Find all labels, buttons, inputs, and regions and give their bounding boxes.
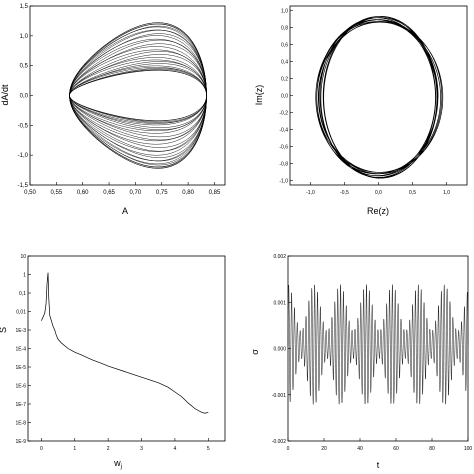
x-tick-label: 0,75 [156,190,168,196]
x-tick-label: 80 [429,446,435,452]
x-tick-label: 5 [207,446,210,452]
complex-x-label: Re(z) [367,206,389,216]
x-tick-label: 1,0 [443,190,450,196]
panel-phase-portrait: 0,50 0,55 0,60 0,65 0,70 0,75 0,80 0,85 -1,5-1,… [0,4,226,216]
x-tick-label: 3 [140,446,143,452]
complex-trajectory-line [315,16,444,179]
phase-trajectory-line [69,22,207,169]
y-tick-label: -1,0 [18,153,29,159]
y-tick-label: 1,0 [20,34,29,40]
signal-line [287,284,469,405]
x-tick-label: 0,0 [375,190,382,196]
phase-y-ticks: -1,5 -1,0 -0,5 0,0 0,5 1,0 1,5 [18,4,33,189]
y-tick-label: 0.002 [273,254,286,260]
complex-y-label: Im(z) [254,85,264,106]
signal-y-label: σ [250,349,260,355]
y-tick-label: 1E-3 [15,328,26,334]
x-tick-label: -0,5 [340,190,349,196]
y-tick-label: 0,0 [20,94,29,100]
x-tick-label: 4 [174,446,177,452]
phase-plot-frame [29,5,226,186]
y-tick-label: 0,6 [281,42,288,48]
phase-x-ticks: 0,50 0,55 0,60 0,65 0,70 0,75 0,80 0,85 [24,182,221,196]
x-tick-label: 0,60 [77,190,89,196]
spectrum-x-ticks: 0 1 2 3 4 5 [40,438,210,452]
x-tick-label: 60 [393,446,399,452]
y-tick-label: -0,8 [279,162,288,168]
y-tick-label: 1E-5 [15,365,26,371]
spectrum-plot-frame [27,255,226,442]
panel-signal: 0 20 40 60 80 100 -0.002 -0.001 0.000 0.001 0.002… [250,254,472,470]
signal-y-ticks: -0.002 -0.001 0.000 0.001 0.002 [272,254,291,445]
y-tick-label: 0.001 [273,300,286,306]
y-tick-label: -1,5 [18,183,29,189]
spectrum-y-ticks: 10 1 0,1 0,01 1E-3 1E-4 1E-5 1E-6 1E-7 1E-8 1E-9 [15,254,31,445]
y-tick-label: 1 [23,273,26,279]
complex-x-ticks: -1,0 -0,5 0,0 0,5 1,0 [306,182,450,196]
y-tick-label: 1E-9 [15,439,26,445]
x-tick-label: 2 [107,446,110,452]
y-tick-label: 10 [20,254,26,260]
x-tick-label: 0,85 [209,190,221,196]
signal-curve [287,284,469,405]
spectrum-curve [41,272,209,414]
y-tick-label: -1,0 [279,179,288,185]
x-tick-label: 0 [287,446,290,452]
x-tick-label: 0,65 [103,190,115,196]
y-tick-label: -0.002 [272,439,286,445]
y-tick-label: 0.000 [273,347,286,353]
x-tick-label: 0,70 [130,190,142,196]
x-tick-label: 40 [357,446,363,452]
complex-trajectory [315,16,444,179]
x-tick-label: 0,50 [24,190,36,196]
panel-complex-plane: -1,0 -0,5 0,0 0,5 1,0 -1,0 -0,8 -0,6 -0,4 -0,2 0,… [254,5,468,216]
y-tick-label: 1,5 [20,4,29,10]
y-tick-label: -0,2 [279,111,288,117]
x-tick-label: 20 [321,446,327,452]
y-tick-label: -0,6 [279,145,288,151]
x-tick-label: -1,0 [306,190,315,196]
x-tick-label: 0,5 [409,190,416,196]
y-tick-label: 0,2 [281,76,288,82]
y-tick-label: 1E-6 [15,384,26,390]
x-tick-label: 0,80 [182,190,194,196]
y-tick-label: 0,0 [281,94,288,100]
y-tick-label: -0,4 [279,128,288,134]
y-tick-label: -0,5 [18,123,29,129]
y-tick-label: 1E-7 [15,402,26,408]
spectrum-x-label-main: w [113,458,121,468]
y-tick-label: 0,8 [281,25,288,31]
y-tick-label: 1E-8 [15,421,26,427]
y-tick-label: 0,4 [281,59,288,65]
spectrum-x-label: wj [113,458,122,470]
x-tick-label: 0,55 [51,190,63,196]
spectrum-x-label-sub: j [120,464,122,470]
y-tick-label: 1E-4 [15,347,26,353]
signal-plot-frame [287,255,469,442]
y-tick-label: -0.001 [272,393,286,399]
x-tick-label: 0 [40,446,43,452]
complex-y-ticks: -1,0 -0,8 -0,6 -0,4 -0,2 0,0 0,2 0,4 0,6 0,8 1,0 [279,8,293,185]
signal-x-ticks: 0 20 40 60 80 100 [287,438,473,452]
spectrum-line [41,272,209,414]
y-tick-label: 0,01 [16,310,26,316]
phase-x-label: A [122,206,128,216]
phase-y-label: dA/dt [0,84,10,106]
panel-spectrum: 0 1 2 3 4 5 10 1 0,1 0,01 1E-3 1E-4 1E-5 1E-6 1E-7 1E-… [0,254,226,470]
y-tick-label: 0,1 [19,291,26,297]
y-tick-label: 0,5 [20,64,29,70]
phase-trajectory [69,22,207,169]
x-tick-label: 100 [464,446,473,452]
spectrum-y-label: S [0,327,8,333]
signal-x-label: t [377,460,380,470]
x-tick-label: 1 [73,446,76,452]
y-tick-label: 1,0 [281,8,288,14]
